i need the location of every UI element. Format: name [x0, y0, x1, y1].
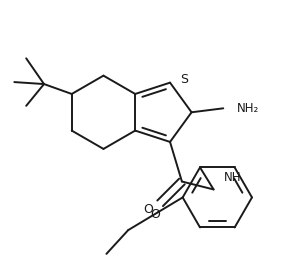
Text: NH₂: NH₂ — [237, 102, 260, 115]
Text: S: S — [180, 73, 188, 86]
Text: NH: NH — [224, 171, 241, 185]
Text: O: O — [150, 208, 160, 221]
Text: O: O — [143, 203, 153, 216]
